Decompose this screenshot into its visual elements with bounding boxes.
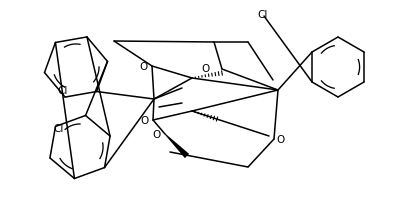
Text: Cl: Cl (256, 10, 267, 20)
Text: O: O (201, 64, 209, 74)
Text: O: O (152, 129, 160, 139)
Text: O: O (140, 115, 149, 125)
Text: O: O (140, 62, 148, 72)
Text: Cl: Cl (58, 86, 68, 96)
Text: Cl: Cl (53, 124, 63, 134)
Polygon shape (164, 134, 188, 158)
Text: O: O (275, 134, 284, 144)
